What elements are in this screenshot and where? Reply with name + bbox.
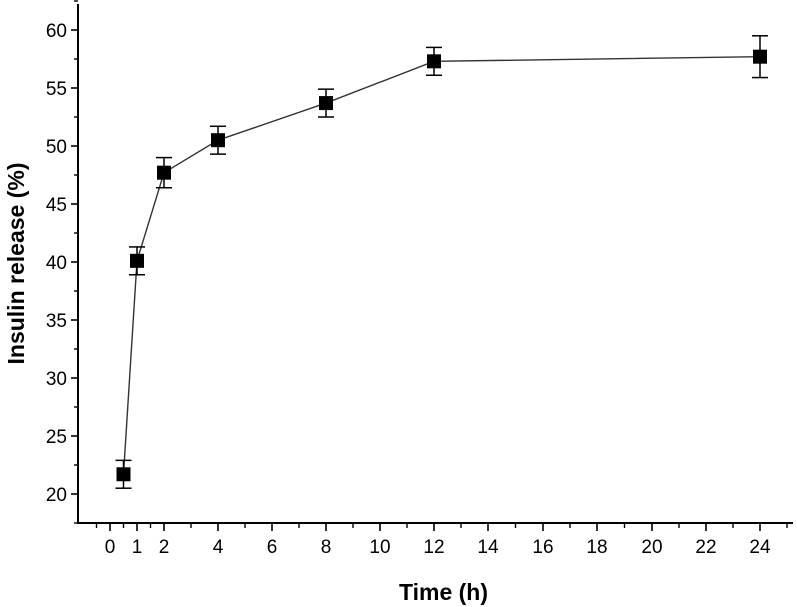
y-axis: 20 25 30 35 40 45 50 55 60: [46, 0, 78, 524]
data-point: [752, 35, 768, 79]
data-point: [210, 125, 226, 155]
square-marker: [319, 96, 333, 111]
y-tick-label: 50: [46, 137, 67, 158]
data-point: [115, 459, 132, 489]
x-tick-label: 18: [586, 537, 607, 558]
y-tick-label: 25: [46, 427, 67, 448]
x-tick-label: 12: [423, 537, 444, 558]
y-tick-label: 45: [46, 195, 67, 216]
data-point: [426, 46, 442, 76]
x-tick-label: 22: [695, 537, 716, 558]
square-marker: [130, 253, 144, 268]
x-tick-label: 6: [267, 537, 278, 558]
y-tick-label: 55: [46, 79, 67, 100]
data-point: [318, 88, 334, 118]
axis-frame: [77, 4, 793, 524]
x-tick-label: 10: [369, 537, 390, 558]
square-marker: [427, 54, 441, 69]
y-tick-label: 40: [46, 253, 67, 274]
series: [115, 35, 768, 489]
x-tick-label: 4: [213, 537, 224, 558]
x-axis-title: Time (h): [399, 579, 488, 605]
series-line: [122, 55, 761, 475]
x-tick-label: 2: [159, 537, 170, 558]
x-tick-label: 1: [132, 537, 143, 558]
square-marker: [753, 49, 767, 64]
data-point: [129, 246, 145, 276]
data-point: [156, 156, 172, 189]
x-tick-label: 24: [749, 537, 771, 558]
y-tick-label: 30: [46, 369, 67, 390]
x-tick-label: 16: [532, 537, 553, 558]
square-marker: [211, 133, 225, 148]
x-tick-label: 14: [477, 537, 499, 558]
square-marker: [116, 467, 131, 482]
x-tick-label: 20: [641, 537, 662, 558]
x-axis: 0 1 2 4 6 8 10 12 14 16 18 20 22 24: [95, 523, 788, 558]
y-tick-label: 35: [46, 311, 67, 332]
y-tick-label: 20: [46, 485, 67, 506]
y-axis-title: Insulin release (%): [3, 163, 29, 365]
x-tick-label: 0: [105, 537, 116, 558]
x-tick-label: 8: [321, 537, 332, 558]
y-tick-label: 60: [46, 21, 67, 42]
square-marker: [157, 165, 171, 180]
